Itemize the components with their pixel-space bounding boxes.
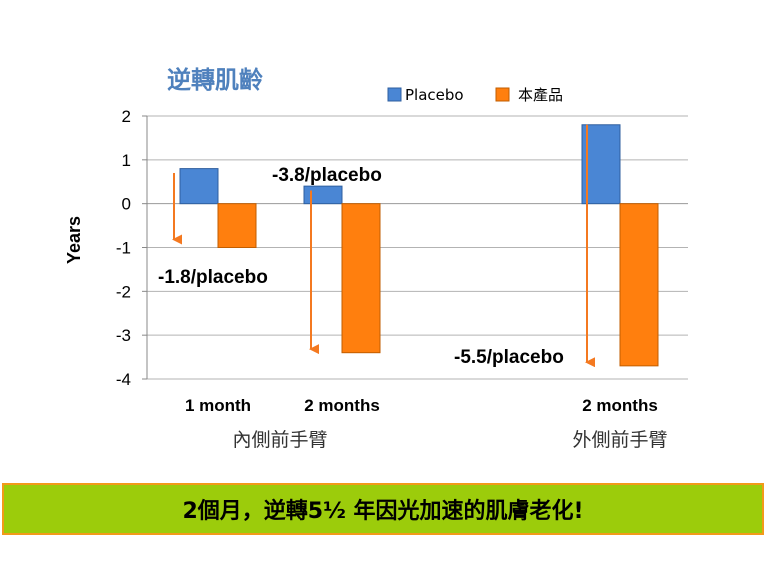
legend: Placebo 本產品 bbox=[387, 86, 563, 104]
annotation-label: -3.8/placebo bbox=[272, 165, 382, 186]
bar-placebo bbox=[303, 185, 343, 205]
summary-banner: 2個月，逆轉5½ 年因光加速的肌膚老化! bbox=[2, 483, 764, 535]
bar-placebo bbox=[581, 124, 621, 205]
group-labels: 內側前手臂 外側前手臂 bbox=[232, 429, 667, 451]
legend-label-product: 本產品 bbox=[518, 86, 563, 104]
banner-text: 2個月，逆轉5½ 年因光加速的肌膚老化! bbox=[182, 499, 584, 524]
chart-title: 逆轉肌齡 bbox=[167, 66, 263, 94]
category-labels: 1 month 2 months 2 months bbox=[185, 396, 658, 415]
bar-product bbox=[341, 203, 381, 354]
bar-product bbox=[619, 203, 659, 367]
legend-swatch-product bbox=[495, 87, 510, 102]
y-tick-label: -4 bbox=[116, 370, 131, 389]
legend-label-placebo: Placebo bbox=[405, 86, 464, 104]
y-tick-label: -2 bbox=[116, 282, 131, 301]
bar-placebo bbox=[179, 168, 219, 205]
category-label: 1 month bbox=[185, 396, 251, 415]
annotation-arrows bbox=[172, 124, 595, 368]
annotation-label: -1.8/placebo bbox=[158, 267, 268, 288]
y-tick-label: 2 bbox=[122, 107, 131, 126]
annotations: -1.8/placebo -3.8/placebo -5.5/placebo bbox=[158, 165, 564, 368]
y-tick-label: -1 bbox=[116, 239, 131, 258]
y-tick-label: 1 bbox=[122, 151, 131, 170]
bars bbox=[179, 124, 659, 367]
category-label: 2 months bbox=[582, 396, 658, 415]
y-tick-label: -3 bbox=[116, 326, 131, 345]
y-tick-label: 0 bbox=[122, 195, 131, 214]
group-label: 外側前手臂 bbox=[572, 429, 667, 451]
chart: 逆轉肌齡 Placebo 本產品 Years 2 1 0 -1 -2 -3 -4 -1.8/… bbox=[64, 66, 688, 451]
y-axis-ticks: 2 1 0 -1 -2 -3 -4 bbox=[116, 107, 131, 389]
y-axis-label: Years bbox=[64, 216, 84, 264]
group-label: 內側前手臂 bbox=[232, 429, 327, 451]
bar-product bbox=[217, 203, 257, 249]
category-label: 2 months bbox=[304, 396, 380, 415]
annotation-label: -5.5/placebo bbox=[454, 347, 564, 368]
legend-swatch-placebo bbox=[387, 87, 402, 102]
